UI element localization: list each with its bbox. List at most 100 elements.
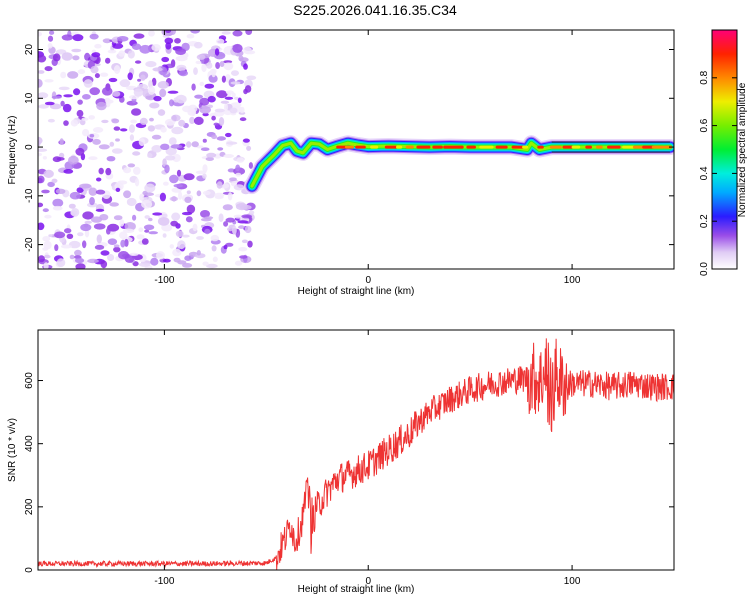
noise-blob [168,137,177,146]
colorbar-tick-label: 0.8 [699,70,710,84]
noise-blob [138,138,146,147]
noise-blob [89,33,99,40]
noise-blob [221,31,231,35]
noise-blob [214,108,225,113]
noise-blob [156,251,165,260]
noise-blob [113,246,121,253]
spectrogram-ylabel: Frequency (Hz) [7,116,18,185]
noise-blob [171,212,181,221]
noise-blob [62,103,72,113]
noise-blob [238,225,245,229]
noise-blob [68,203,76,209]
noise-blob [176,169,182,177]
spectrogram-ridge [244,135,674,195]
noise-blob [241,214,253,219]
noise-blob [127,163,136,168]
noise-blob [69,191,81,200]
noise-blob [43,169,54,178]
noise-blob [119,219,125,227]
noise-blob [144,215,150,219]
noise-blob [38,175,45,184]
noise-blob [220,100,230,104]
noise-blob [181,211,193,216]
noise-blob [148,231,158,235]
noise-blob [248,210,255,215]
noise-blob [49,30,55,35]
noise-blob [175,230,184,237]
noise-blob [165,30,172,33]
noise-blob [241,239,248,244]
noise-blob [163,258,171,263]
noise-blob [195,60,202,65]
noise-blob [178,191,183,200]
noise-blob [233,96,240,100]
noise-blob [94,244,105,250]
noise-blob [98,167,104,175]
noise-blob [165,155,176,161]
snr-line [38,338,674,570]
noise-blob [102,38,112,44]
noise-blob [149,102,160,109]
noise-blob [235,164,241,172]
noise-blob [80,223,92,232]
noise-blob [165,147,177,156]
noise-blob [193,116,204,125]
colorbar-tick-label: 0.2 [699,214,710,228]
noise-blob [202,261,209,266]
noise-blob [196,250,201,256]
noise-blob [199,106,212,114]
noise-blob [108,77,118,83]
noise-blob [90,65,99,74]
noise-blob [169,196,179,202]
noise-blob [242,138,250,143]
noise-blob [243,46,252,55]
noise-blob [63,94,73,98]
spectrogram-ytick-label: -10 [24,188,35,203]
snr-xtick-label: 0 [365,576,371,587]
noise-blob [38,255,45,263]
noise-blob [229,177,237,181]
noise-blob [181,234,190,238]
noise-blob [124,222,136,231]
snr-ytick-label: 0 [24,567,35,573]
noise-blob [138,262,151,267]
noise-blob [161,213,168,218]
noise-blob [170,114,181,122]
noise-blob [191,141,199,148]
noise-blob [100,250,110,256]
noise-blob [69,254,75,260]
noise-blob [74,249,82,256]
noise-blob [119,231,128,240]
noise-blob [61,52,73,61]
noise-blob [119,79,131,88]
noise-blob [129,252,139,256]
noise-blob [89,134,95,138]
noise-blob [56,157,65,161]
noise-blob [70,210,78,216]
noise-blob [71,48,82,53]
noise-blob [205,157,214,161]
noise-blob [90,216,103,223]
noise-blob [131,108,142,116]
noise-blob [91,52,101,58]
noise-blob [75,263,86,269]
noise-blob [113,65,121,74]
noise-blob [147,125,156,132]
noise-blob [44,101,55,106]
noise-blob [129,124,135,133]
noise-blob [233,184,245,191]
noise-blob [149,117,154,122]
noise-blob [174,38,181,44]
noise-blob [245,30,253,35]
noise-blob [195,170,207,175]
noise-blob [51,178,58,183]
noise-blob [134,178,140,187]
noise-blob [38,92,49,99]
noise-blob [81,117,89,121]
spectrogram-frame [37,29,675,270]
noise-blob [196,54,206,60]
noise-blob [124,238,129,247]
noise-blob [67,71,79,79]
noise-blob [143,224,155,231]
spectrogram-xlabel: Height of straight line (km) [298,286,415,297]
